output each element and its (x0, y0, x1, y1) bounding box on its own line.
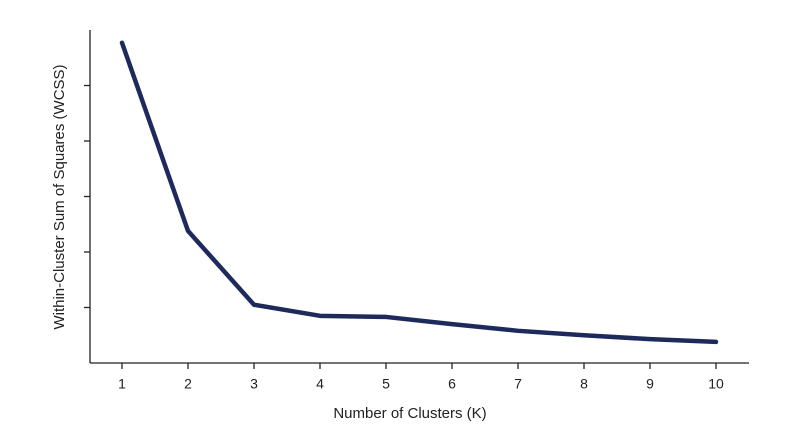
x-tick-label: 4 (316, 376, 324, 392)
x-tick-label: 9 (646, 376, 654, 392)
x-tick-label: 10 (708, 376, 724, 392)
y-axis-label: Within-Cluster Sum of Squares (WCSS) (51, 64, 68, 329)
line (119, 40, 719, 345)
x-tick-label: 3 (250, 376, 258, 392)
x-tick-label: 7 (514, 376, 522, 392)
x-tick-label: 1 (118, 376, 126, 392)
x-tick-label: 5 (382, 376, 390, 392)
x-tick-label: 6 (448, 376, 456, 392)
x-tick-label: 2 (184, 376, 192, 392)
x-tick-label: 8 (580, 376, 588, 392)
x-axis-label: Number of Clusters (K) (333, 405, 486, 422)
